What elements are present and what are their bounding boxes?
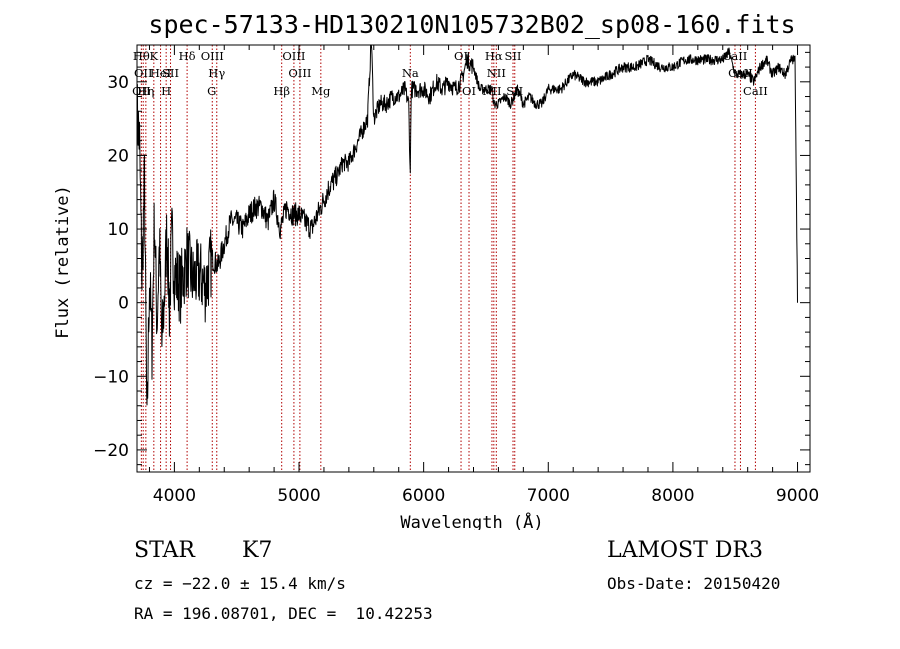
y-tick-label-0: 0 bbox=[118, 294, 129, 314]
marker-label-4: K bbox=[150, 49, 159, 63]
marker-label-10: Hγ bbox=[208, 66, 225, 80]
marker-label-11: G bbox=[207, 84, 216, 98]
x-axis-label: Wavelength (Å) bbox=[400, 511, 543, 530]
marker-label-17: OI bbox=[454, 49, 468, 63]
marker-label-20: NII bbox=[487, 66, 506, 80]
marker-label-18: OI bbox=[462, 84, 476, 98]
marker-label-6: H bbox=[161, 84, 171, 98]
marker-label-0: Hθ bbox=[133, 49, 150, 63]
object-class: STAR bbox=[134, 538, 195, 563]
object-subclass: K7 bbox=[242, 538, 273, 563]
marker-label-8: Hδ bbox=[179, 49, 196, 63]
marker-label-15: Mg bbox=[311, 84, 331, 98]
marker-label-12: Hβ bbox=[273, 84, 290, 98]
plot-frame bbox=[136, 44, 811, 473]
spectrum-chart: spec-57133-HD130210N105732B02_sp08-160.f… bbox=[53, 10, 819, 530]
marker-label-26: CaII bbox=[743, 84, 768, 98]
y-tick-label-10: 10 bbox=[107, 220, 129, 240]
survey-name: LAMOST DR3 bbox=[607, 538, 763, 563]
x-tick-label-8000: 8000 bbox=[651, 486, 694, 506]
y-tick-label--20: −20 bbox=[93, 441, 129, 461]
spectral-line-markers bbox=[140, 45, 756, 472]
y-tick-label--10: −10 bbox=[93, 367, 129, 387]
marker-label-19: Hα bbox=[485, 49, 503, 63]
x-tick-label-4000: 4000 bbox=[153, 486, 196, 506]
y-tick-label-30: 30 bbox=[107, 73, 129, 93]
marker-label-7: SII bbox=[162, 66, 179, 80]
marker-label-21: NII bbox=[482, 84, 501, 98]
marker-label-3: Hη bbox=[137, 84, 154, 98]
y-axis-label: Flux (relative) bbox=[53, 185, 73, 339]
y-axis-ticks: −20 −10 0 10 20 30 bbox=[93, 51, 810, 466]
x-tick-label-7000: 7000 bbox=[527, 486, 570, 506]
spectrum-series-line bbox=[136, 44, 798, 406]
marker-label-5: HeI bbox=[150, 66, 171, 80]
x-axis-ticks: 4000 5000 6000 7000 8000 9000 bbox=[148, 45, 819, 506]
marker-label-14: OIII bbox=[288, 66, 311, 80]
marker-label-22: SII bbox=[505, 49, 522, 63]
coordinates: RA = 196.08701, DEC = 10.42253 bbox=[134, 604, 433, 623]
x-tick-label-6000: 6000 bbox=[402, 486, 445, 506]
redshift-cz: cz = −22.0 ± 15.4 km/s bbox=[134, 574, 346, 593]
y-tick-label-20: 20 bbox=[107, 146, 129, 166]
marker-label-1: OII bbox=[134, 66, 153, 80]
marker-label-16: Na bbox=[402, 66, 419, 80]
marker-label-9: OIII bbox=[201, 49, 224, 63]
x-tick-label-5000: 5000 bbox=[277, 486, 320, 506]
chart-title: spec-57133-HD130210N105732B02_sp08-160.f… bbox=[148, 10, 795, 39]
observation-date: Obs-Date: 20150420 bbox=[607, 574, 781, 593]
marker-label-13: OIII bbox=[282, 49, 305, 63]
x-tick-label-9000: 9000 bbox=[776, 486, 819, 506]
